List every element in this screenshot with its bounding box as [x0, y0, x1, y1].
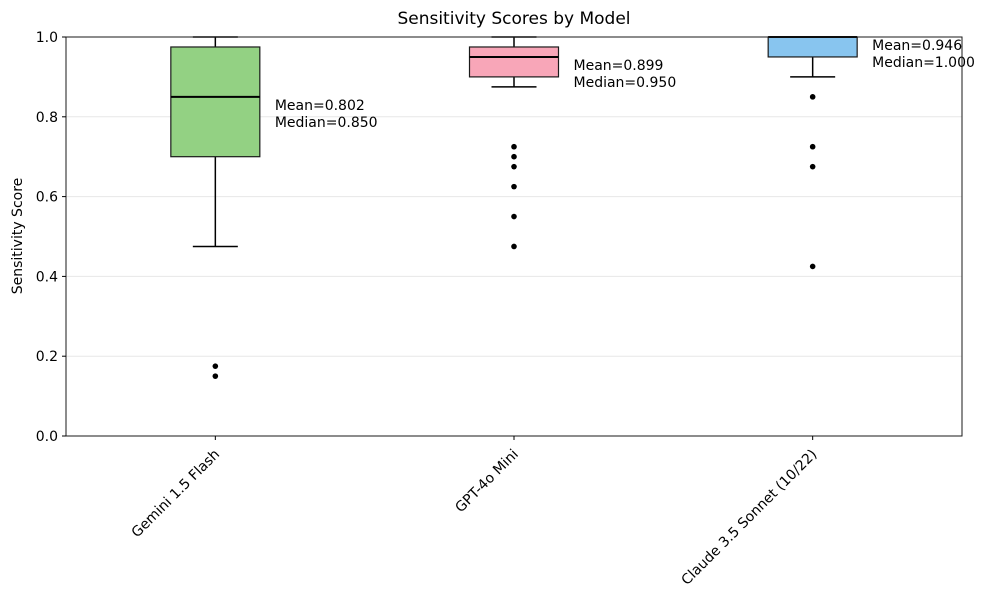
outlier-point	[212, 373, 219, 379]
x-tick-label: GPT-4o Mini	[452, 447, 521, 516]
outlier-point	[511, 143, 517, 150]
annotation-median-label: Median=0.950	[574, 75, 677, 91]
y-tick-label: 0.2	[36, 349, 58, 365]
annotation-median-label: Median=1.000	[872, 55, 975, 71]
x-tick-label: Claude 3.5 Sonnet (10/22)	[678, 447, 820, 589]
annotation-mean-label: Mean=0.802	[275, 98, 365, 114]
y-tick-label: 0.6	[36, 190, 58, 206]
outlier-point	[511, 163, 517, 170]
outlier-point	[809, 94, 816, 100]
chart-title: Sensitivity Scores by Model	[397, 9, 631, 29]
boxplot-box	[468, 46, 560, 78]
y-tick-label: 0.4	[36, 269, 58, 285]
outlier-point	[809, 163, 816, 170]
boxplot-box	[170, 46, 261, 158]
y-tick-label: 0.0	[36, 429, 58, 445]
outlier-point	[809, 143, 816, 150]
outlier-point	[511, 243, 517, 250]
annotation-mean-label: Mean=0.899	[574, 58, 664, 74]
y-tick-label: 0.8	[36, 110, 58, 126]
outlier-point	[212, 363, 219, 369]
x-tick-label: Gemini 1.5 Flash	[129, 447, 223, 541]
outlier-point	[809, 263, 816, 270]
annotation-median-label: Median=0.850	[275, 115, 378, 131]
outlier-point	[511, 183, 517, 190]
outlier-point	[511, 213, 517, 220]
y-tick-label: 1.0	[36, 30, 58, 46]
boxplot-box	[767, 36, 858, 58]
annotation-mean-label: Mean=0.946	[872, 38, 962, 54]
outlier-point	[511, 153, 517, 160]
